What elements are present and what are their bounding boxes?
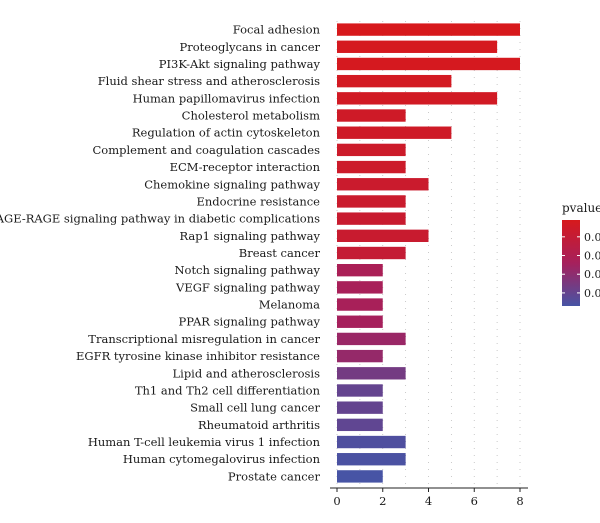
category-label-17: Melanoma bbox=[259, 298, 320, 312]
bar-14 bbox=[337, 246, 406, 260]
bar-19 bbox=[337, 332, 406, 346]
x-tick-label-0: 0 bbox=[333, 494, 340, 508]
category-label-24: Rheumatoid arthritis bbox=[198, 418, 320, 432]
category-label-1: Focal adhesion bbox=[233, 23, 321, 37]
x-tick-label-6: 6 bbox=[471, 494, 478, 508]
legend-color-bar bbox=[562, 220, 580, 306]
legend-tick-label-2: 0.02 bbox=[584, 250, 600, 263]
category-label-16: VEGF signaling pathway bbox=[175, 280, 320, 294]
x-tick-label-8: 8 bbox=[516, 494, 523, 508]
bar-6 bbox=[337, 109, 406, 122]
bar-5 bbox=[337, 92, 498, 105]
category-label-5: Human papillomavirus infection bbox=[133, 91, 321, 105]
legend-tick-label-1: 0.01 bbox=[584, 231, 600, 244]
category-label-7: Regulation of actin cytoskeleton bbox=[132, 126, 321, 140]
bar-11 bbox=[337, 195, 406, 208]
category-label-13: Rap1 signaling pathway bbox=[179, 229, 320, 243]
category-label-27: Prostate cancer bbox=[228, 469, 321, 483]
category-label-10: Chemokine signaling pathway bbox=[144, 177, 320, 191]
category-label-2: Proteoglycans in cancer bbox=[180, 40, 321, 54]
category-label-11: Endocrine resistance bbox=[197, 194, 321, 208]
legend-tick-label-4: 0.04 bbox=[584, 287, 600, 300]
x-tick-label-4: 4 bbox=[425, 494, 432, 508]
category-label-21: Lipid and atherosclerosis bbox=[173, 366, 321, 380]
x-axis: 0 2 4 6 8 bbox=[330, 487, 528, 508]
category-label-22: Th1 and Th2 cell differentiation bbox=[135, 383, 321, 397]
bar-18 bbox=[337, 315, 383, 328]
category-label-12: AGE-RAGE signaling pathway in diabetic c… bbox=[0, 212, 320, 226]
bar-2 bbox=[337, 40, 498, 53]
bar-9 bbox=[337, 160, 406, 174]
category-label-8: Complement and coagulation cascades bbox=[92, 143, 320, 157]
category-label-18: PPAR signaling pathway bbox=[179, 315, 321, 329]
bar-16 bbox=[337, 281, 383, 294]
pvalue-legend: pvalue 0.01 0.02 0.03 0.04 bbox=[562, 201, 600, 306]
bar-12 bbox=[337, 212, 406, 225]
bar-24 bbox=[337, 418, 383, 432]
bar-17 bbox=[337, 298, 383, 311]
category-labels: Focal adhesion Proteoglycans in cancer PI3… bbox=[0, 23, 321, 484]
bar-3 bbox=[337, 57, 520, 71]
bar-1 bbox=[337, 23, 520, 36]
bar-10 bbox=[337, 178, 429, 191]
bar-13 bbox=[337, 229, 429, 243]
bar-22 bbox=[337, 384, 383, 397]
bar-27 bbox=[337, 470, 383, 483]
bar-15 bbox=[337, 263, 383, 277]
bar-7 bbox=[337, 126, 452, 139]
category-label-3: PI3K-Akt signaling pathway bbox=[159, 57, 321, 71]
category-label-26: Human cytomegalovirus infection bbox=[123, 452, 321, 466]
category-label-23: Small cell lung cancer bbox=[190, 401, 320, 415]
category-label-9: ECM-receptor interaction bbox=[170, 160, 321, 174]
category-label-4: Fluid shear stress and atherosclerosis bbox=[98, 74, 320, 88]
bar-8 bbox=[337, 143, 406, 157]
category-label-20: EGFR tyrosine kinase inhibitor resistanc… bbox=[76, 349, 320, 363]
bar-21 bbox=[337, 367, 406, 380]
category-label-19: Transcriptional misregulation in cancer bbox=[88, 332, 320, 346]
bar-23 bbox=[337, 401, 383, 414]
category-label-25: Human T-cell leukemia virus 1 infection bbox=[88, 435, 321, 449]
bar-20 bbox=[337, 349, 383, 363]
x-tick-label-2: 2 bbox=[379, 494, 386, 508]
bar-25 bbox=[337, 435, 406, 449]
category-label-14: Breast cancer bbox=[239, 246, 321, 260]
category-label-6: Cholesterol metabolism bbox=[182, 109, 320, 123]
bar-4 bbox=[337, 74, 452, 88]
category-label-15: Notch signaling pathway bbox=[174, 263, 320, 277]
legend-tick-label-3: 0.03 bbox=[584, 268, 600, 281]
legend-ticks: 0.01 0.02 0.03 0.04 bbox=[562, 231, 600, 300]
bar-26 bbox=[337, 453, 406, 466]
bars-layer bbox=[337, 23, 520, 483]
legend-title: pvalue bbox=[562, 201, 600, 215]
